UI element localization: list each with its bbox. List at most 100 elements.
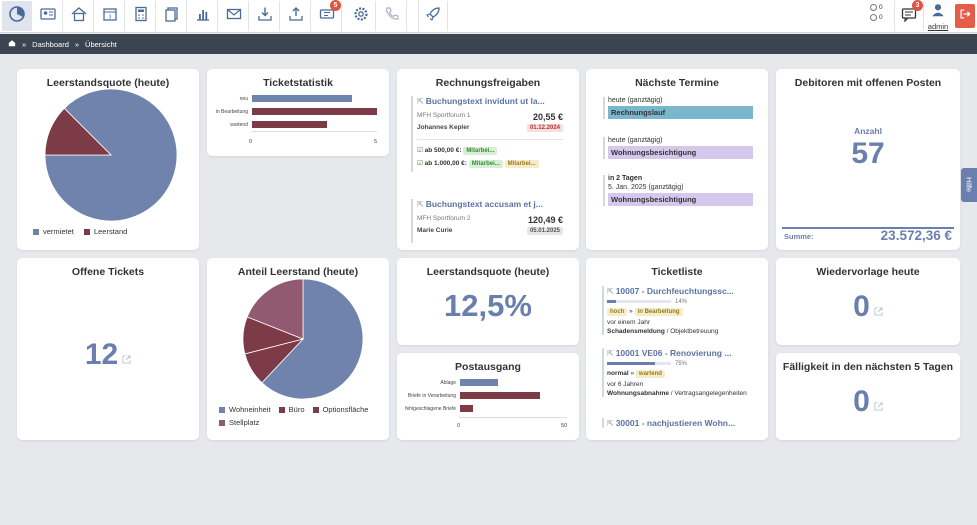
card-title: Rechnungsfreigaben	[435, 77, 541, 89]
invoice-item[interactable]: ⇱ Buchungstext invidunt ut la... MFH Spor…	[411, 96, 563, 172]
settings-button[interactable]	[346, 1, 376, 31]
legend-swatch-optionsflaeche	[312, 407, 319, 414]
download-icon	[256, 5, 274, 28]
accounting-button[interactable]	[126, 1, 156, 31]
approver-tag: Mitarbei...	[463, 147, 498, 155]
logout-icon	[958, 7, 972, 26]
card-title: Ticketstatistik	[263, 77, 333, 89]
user-name: admin	[927, 22, 949, 31]
phone-button[interactable]	[377, 1, 407, 31]
import-button[interactable]	[250, 1, 280, 31]
ticket-bar-chart: neu in Bearbeitung wartend	[207, 69, 389, 156]
external-link-icon[interactable]	[874, 385, 883, 411]
chart-legend: vermietet Leerstand	[33, 227, 127, 236]
vacancy-share-pie-chart	[242, 278, 364, 400]
ticket-category: Wohnungsabnahme / Vertragsangelegenheite…	[607, 390, 747, 397]
mail-icon	[225, 5, 243, 28]
appointment-label: Rechnungslauf	[608, 106, 753, 119]
invoice-due-date: 05.01.2025	[526, 227, 563, 235]
legend-swatch-leerstand	[83, 229, 90, 236]
vacancy-share-card: Anteil Leerstand (heute) Wohneinheit Bür…	[207, 258, 389, 440]
tickets-button[interactable]: 5	[312, 0, 342, 31]
invoice-title-link[interactable]: ⇱ Buchungstext invidunt ut la...	[417, 96, 545, 106]
external-link-icon: ⇱	[607, 287, 614, 296]
x-axis-line	[251, 131, 377, 132]
bar-1[interactable]	[460, 392, 540, 399]
ticket-progress: 14%	[607, 298, 760, 305]
export-button[interactable]	[281, 1, 311, 31]
contacts-icon	[39, 5, 57, 28]
ticket-item[interactable]: ⇱ 30001 - nachjustieren Wohn...	[602, 418, 760, 428]
messages-button[interactable]: 3	[894, 0, 924, 31]
ticket-category: Schadensmeldung / Objektbetreuung	[607, 328, 719, 335]
sum-label: Summe:	[784, 232, 814, 241]
appointment-time: heute (ganztägig)	[608, 97, 663, 104]
help-tab[interactable]: Hilfe	[961, 168, 977, 202]
bar-label: neu	[239, 96, 248, 102]
user-menu[interactable]: admin	[926, 2, 950, 32]
debtors-count[interactable]: 57	[851, 137, 885, 170]
ticket-title-link[interactable]: ⇱ 30001 - nachjustieren Wohn...	[607, 418, 736, 428]
launch-button[interactable]	[418, 1, 448, 31]
home-icon[interactable]	[8, 39, 16, 49]
outgoing-mail-bar-chart: Ablage Briefe in Verarbeitung fehlgeschlag…	[397, 353, 579, 440]
external-link-icon: ⇱	[417, 97, 424, 106]
appointment-item[interactable]: in 2 Tagen 5. Jan. 2025 (ganztägig) Wohn…	[603, 175, 753, 206]
appointment-item[interactable]: heute (ganztägig) Wohnungsbesichtigung	[603, 137, 753, 159]
bar-0[interactable]	[460, 379, 498, 386]
pie-slice-leerstand[interactable]	[44, 107, 112, 156]
card-title: Fälligkeit in den nächsten 5 Tagen	[782, 361, 954, 373]
open-tickets-value[interactable]: 12	[17, 338, 199, 372]
logout-button[interactable]	[955, 4, 975, 28]
legend-label: vermietet	[43, 227, 74, 236]
upload-icon	[287, 5, 305, 28]
mail-button[interactable]	[219, 1, 249, 31]
top-toolbar: 3 5 0 0 3 admin	[0, 0, 977, 33]
invoice-title-link[interactable]: ⇱ Buchungstext accusam et j...	[417, 199, 543, 209]
priority-text: normal	[607, 370, 629, 377]
ticket-item[interactable]: ⇱ 10001 VE06 - Renovierung ... 75% normal…	[602, 348, 760, 397]
invoice-due-date: 01.12.2024	[526, 124, 563, 132]
bar-2[interactable]	[252, 121, 327, 128]
follow-up-value[interactable]: 0	[776, 290, 960, 324]
x-axis-line	[459, 417, 567, 418]
ticket-item[interactable]: ⇱ 10007 - Durchfeuchtungssc... 14% hoch »…	[602, 286, 760, 335]
external-link-icon[interactable]	[122, 338, 131, 364]
appointment-relative: in 2 Tagen	[608, 175, 643, 182]
invoice-object: MFH Sportforum 2	[417, 215, 471, 222]
bar-2[interactable]	[460, 405, 473, 412]
progress-bar	[607, 361, 671, 365]
card-title: Leerstandsquote (heute)	[426, 266, 550, 278]
properties-button[interactable]	[64, 1, 94, 31]
sum-value: 23.572,36 €	[880, 228, 952, 243]
breadcrumb-dashboard[interactable]: Dashboard	[32, 39, 69, 49]
checkbox-checked-icon[interactable]: ☑	[417, 160, 423, 167]
bar-0[interactable]	[252, 95, 352, 102]
card-title: Anteil Leerstand (heute)	[237, 266, 359, 278]
vacancy-rate-number-card: Leerstandsquote (heute) 12,5%	[397, 258, 579, 345]
due-soon-value[interactable]: 0	[776, 385, 960, 419]
reports-button[interactable]	[188, 1, 218, 31]
calendar-button[interactable]: 3	[95, 1, 125, 31]
pie-slice-wohneinheit[interactable]	[261, 278, 364, 400]
invoice-amount: 120,49 €	[527, 215, 563, 225]
card-title: Leerstandsquote (heute)	[46, 77, 170, 89]
invoice-person: Marie Curie	[417, 227, 453, 234]
bar-label: wartend	[230, 122, 248, 128]
card-title: Offene Tickets	[71, 266, 145, 278]
pie-slice-stellplatz[interactable]	[246, 278, 304, 340]
bar-1[interactable]	[252, 108, 377, 115]
contacts-button[interactable]	[33, 1, 63, 31]
ticket-title-link[interactable]: ⇱ 10007 - Durchfeuchtungssc...	[607, 286, 734, 296]
documents-button[interactable]	[157, 1, 187, 31]
appointment-item[interactable]: heute (ganztägig) Rechnungslauf	[603, 97, 753, 119]
legend-label: Büro	[288, 405, 305, 414]
ticket-age: vor 6 Jahren	[607, 381, 644, 388]
ticket-title-link[interactable]: ⇱ 10001 VE06 - Renovierung ...	[607, 348, 732, 358]
outgoing-mail-card: Postausgang Ablage Briefe in Verarbeitung…	[397, 353, 579, 440]
invoice-item[interactable]: ⇱ Buchungstext accusam et j... MFH Sportf…	[411, 199, 563, 243]
dashboard-button[interactable]	[2, 1, 32, 31]
checkbox-checked-icon[interactable]: ☑	[417, 147, 423, 154]
external-link-icon[interactable]	[874, 290, 883, 316]
legend-swatch-buero	[278, 407, 285, 414]
